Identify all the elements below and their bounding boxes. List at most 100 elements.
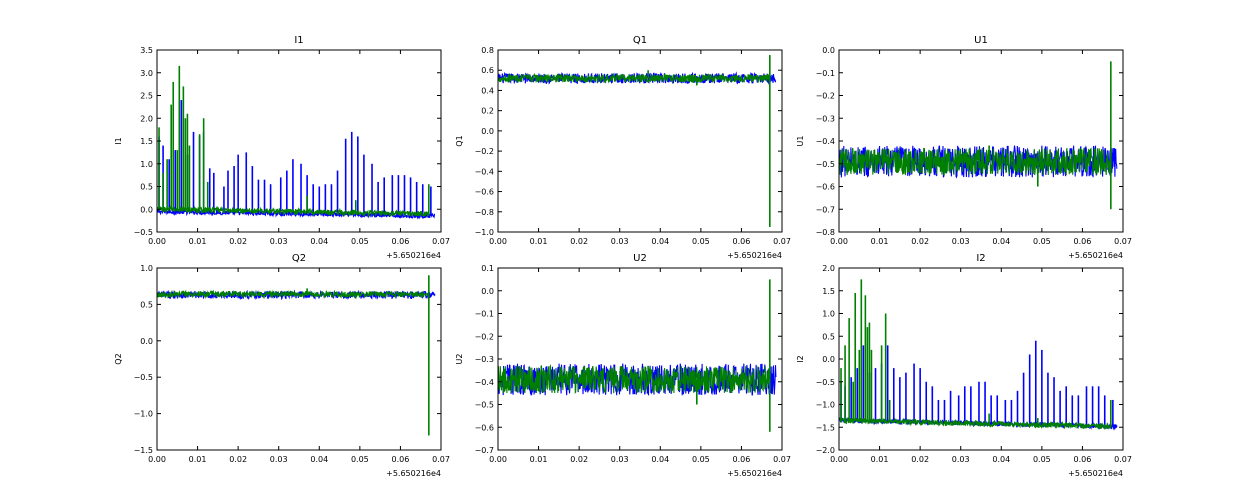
x-tick-label: 0.07 [432,455,450,464]
y-axis-label: U2 [455,354,464,365]
axes-frame [156,267,442,451]
y-axis-label: I1 [114,137,123,144]
y-tick-label: 1.0 [140,160,153,169]
x-tick-label: 0.00 [489,455,507,464]
x-tick-label: 0.02 [229,237,247,246]
y-tick-label: −0.5 [816,378,835,387]
y-axis-label: Q2 [114,353,123,364]
panel-title: U1 [974,35,988,46]
x-tick-label: 0.04 [651,237,669,246]
axes-frame [497,49,783,233]
y-tick-label: 0.0 [140,337,153,346]
x-tick-label: 0.05 [692,237,710,246]
plot-area [839,50,1123,232]
x-tick-label: 0.03 [270,237,288,246]
subplot-I2: 0.00 0.01 0.02 0.03 0.04 0.05 0.06 0.07 −2.0 −1.5… [796,253,1132,478]
y-tick-label: 0.0 [822,355,835,364]
x-tick-label: 0.07 [773,237,791,246]
x-tick-label: 0.05 [1033,455,1051,464]
x-tick-label: 0.06 [1074,455,1092,464]
y-tick-label: −0.8 [816,228,835,237]
y-tick-label: 0.0 [481,287,494,296]
y-tick-label: 0.5 [140,183,153,192]
y-tick-label: 1.0 [140,264,153,273]
x-tick-label: 0.03 [952,237,970,246]
x-tick-label: 0.01 [530,237,548,246]
x-offset-label: +5.650216e4 [386,251,441,260]
x-tick-label: 0.04 [651,455,669,464]
x-tick-label: 0.05 [1033,237,1051,246]
x-tick-label: 0.03 [611,455,629,464]
x-tick-label: 0.04 [992,455,1010,464]
y-tick-label: −0.1 [816,69,835,78]
x-tick-label: 0.07 [773,455,791,464]
x-tick-label: 0.03 [611,237,629,246]
series-green-line [839,416,1112,431]
y-tick-label: −0.4 [475,378,494,387]
y-tick-label: −0.2 [816,92,835,101]
y-tick-label: −0.7 [816,205,835,214]
x-tick-label: 0.00 [830,455,848,464]
y-tick-label: −0.7 [475,446,494,455]
series-green-line [498,72,771,84]
y-tick-label: 0.5 [140,300,153,309]
y-tick-label: −0.6 [475,423,494,432]
panel-title: Q2 [292,253,306,264]
y-axis-label: U1 [796,136,805,147]
x-tick-label: 0.02 [570,455,588,464]
panel-title: U2 [633,253,647,264]
x-tick-label: 0.00 [489,237,507,246]
y-tick-label: −0.5 [134,228,153,237]
y-tick-label: −0.5 [816,160,835,169]
y-tick-label: −1.0 [475,228,494,237]
x-tick-label: 0.06 [1074,237,1092,246]
plot-area [157,268,441,450]
y-tick-label: −0.4 [475,167,494,176]
y-tick-label: 0.2 [481,107,494,116]
panel-title: I2 [976,253,985,264]
x-tick-label: 0.04 [310,237,328,246]
y-tick-label: 1.5 [140,137,153,146]
x-tick-label: 0.06 [392,237,410,246]
y-tick-label: 0.8 [481,46,494,55]
y-tick-label: −0.3 [816,114,835,123]
series-green-line [157,289,429,300]
y-tick-label: 0.0 [822,46,835,55]
series-green-line [498,364,771,394]
y-tick-label: −0.5 [475,401,494,410]
x-tick-label: 0.05 [351,237,369,246]
x-tick-label: 0.07 [432,237,450,246]
y-tick-label: −1.5 [816,423,835,432]
y-tick-label: 1.0 [822,310,835,319]
y-tick-label: 2.0 [822,264,835,273]
y-axis-label: I2 [796,355,805,362]
x-offset-label: +5.650216e4 [1068,251,1123,260]
x-tick-label: 0.05 [692,455,710,464]
subplot-Q2: 0.00 0.01 0.02 0.03 0.04 0.05 0.06 0.07 −1.5 −1.0… [114,253,450,478]
y-tick-label: 1.5 [822,287,835,296]
y-tick-label: −1.5 [134,446,153,455]
y-tick-label: −0.1 [475,310,494,319]
x-offset-label: +5.650216e4 [727,251,782,260]
x-tick-label: 0.04 [992,237,1010,246]
x-offset-label: +5.650216e4 [1068,469,1123,478]
x-tick-label: 0.01 [189,237,207,246]
y-tick-label: −0.6 [816,183,835,192]
plot-area [498,268,782,450]
x-tick-label: 0.05 [351,455,369,464]
y-tick-label: −0.4 [816,137,835,146]
series-green-line [157,204,430,218]
x-tick-label: 0.03 [952,455,970,464]
subplot-I1: 0.00 0.01 0.02 0.03 0.04 0.05 0.06 0.07 −0.5 0.0 0… [114,35,450,260]
x-tick-label: 0.02 [570,237,588,246]
series-green-line [839,147,1112,176]
x-tick-label: 0.06 [733,455,751,464]
x-tick-label: 0.02 [911,455,929,464]
y-tick-label: −2.0 [816,446,835,455]
subplot-U2: 0.00 0.01 0.02 0.03 0.04 0.05 0.06 0.07 −0.7 −0.6… [455,253,791,478]
x-tick-label: 0.00 [148,455,166,464]
y-tick-label: 0.4 [481,86,494,95]
x-tick-label: 0.01 [530,455,548,464]
x-tick-label: 0.07 [1114,237,1132,246]
